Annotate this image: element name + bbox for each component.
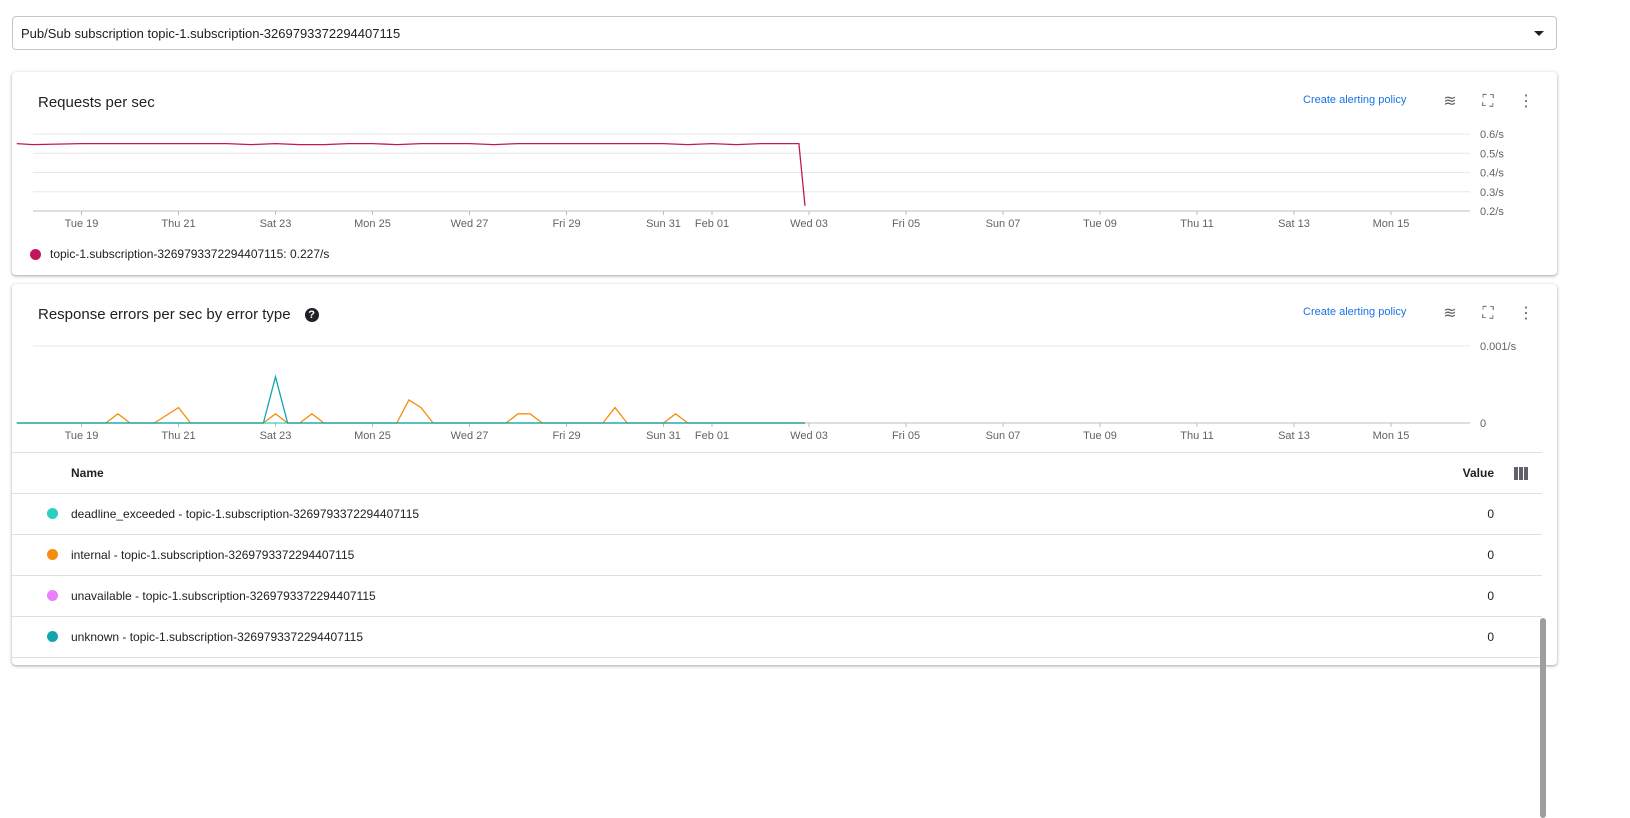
- requests-chart: 0.6/s 0.5/s 0.4/s 0.3/s 0.2/s Tue 19 Thu 21 Sat…: [16, 129, 1504, 230]
- x-tick-label: Wed 27: [451, 430, 489, 442]
- series-table: Name Value deadline_exceeded - topic-1.s…: [12, 452, 1546, 818]
- x-tick-label: Sun 07: [986, 218, 1021, 230]
- series-name: unavailable - topic-1.subscription-32697…: [71, 589, 376, 603]
- x-tick-label: Fri 29: [552, 430, 580, 442]
- legend-series-name: topic-1.subscription-3269793372294407115: [50, 247, 284, 261]
- create-alerting-policy-link[interactable]: Create alerting policy: [1303, 94, 1407, 106]
- x-tick-label: Sun 31: [646, 218, 681, 230]
- x-tick-label: Mon 15: [1373, 430, 1410, 442]
- fullscreen-icon[interactable]: ⛶: [1482, 93, 1494, 110]
- series-name: internal - topic-1.subscription-32697933…: [71, 548, 355, 562]
- table-row[interactable]: unavailable - topic-1.subscription-32697…: [12, 576, 1542, 617]
- chart-title: Response errors per sec by error type?: [38, 306, 319, 323]
- x-tick-label: Sat 13: [1278, 218, 1310, 230]
- x-tick-label: Wed 27: [451, 218, 489, 230]
- create-alerting-policy-link[interactable]: Create alerting policy: [1303, 306, 1407, 318]
- x-tick-label: Feb 01: [695, 218, 729, 230]
- series-color-dot: [47, 590, 58, 601]
- table-row[interactable]: deadline_exceeded - topic-1.subscription…: [12, 494, 1542, 535]
- x-tick-label: Wed 03: [790, 430, 828, 442]
- series-value: 0: [1487, 507, 1494, 521]
- series-color-dot: [47, 508, 58, 519]
- x-tick-label: Sat 23: [260, 218, 292, 230]
- x-tick-label: Tue 19: [65, 218, 99, 230]
- y-tick-label: 0.5/s: [1480, 148, 1504, 160]
- column-name-header[interactable]: Name: [71, 466, 104, 480]
- x-tick-label: Tue 19: [65, 430, 99, 442]
- x-tick-label: Mon 25: [354, 430, 391, 442]
- chart-title-text: Response errors per sec by error type: [38, 306, 291, 323]
- x-tick-label: Mon 25: [354, 218, 391, 230]
- more-options-icon[interactable]: ⋮: [1518, 305, 1534, 322]
- series-value: 0: [1487, 548, 1494, 562]
- x-tick-label: Thu 21: [161, 218, 195, 230]
- y-tick-label: 0: [1480, 418, 1486, 430]
- more-options-icon[interactable]: ⋮: [1518, 93, 1534, 110]
- chart-title: Requests per sec: [38, 94, 155, 111]
- table-header: Name Value: [12, 452, 1542, 494]
- x-tick-label: Thu 11: [1180, 218, 1213, 230]
- series-line-topic-1.subscription-3269793372294407115: [16, 142, 806, 206]
- x-tick-label: Tue 09: [1083, 218, 1117, 230]
- series-color-dot: [47, 549, 58, 560]
- series-color-dot: [30, 248, 41, 260]
- x-tick-label: Sun 31: [646, 430, 681, 442]
- legend-toggle-icon[interactable]: ≋: [1443, 93, 1457, 110]
- x-tick-label: Fri 05: [892, 218, 920, 230]
- resource-selector-value: Pub/Sub subscription topic-1.subscriptio…: [21, 26, 401, 41]
- series-line-internal: [16, 398, 805, 424]
- x-tick-label: Tue 09: [1083, 430, 1117, 442]
- errors-chart-card: Response errors per sec by error type? C…: [12, 284, 1557, 818]
- x-tick-label: Fri 29: [552, 218, 580, 230]
- column-value-header[interactable]: Value: [1462, 466, 1494, 480]
- resource-selector[interactable]: Pub/Sub subscription topic-1.subscriptio…: [12, 16, 1557, 50]
- table-row[interactable]: unknown - topic-1.subscription-326979337…: [12, 617, 1542, 658]
- x-tick-label: Fri 05: [892, 430, 920, 442]
- x-tick-label: Thu 21: [161, 430, 195, 442]
- x-tick-label: Sun 07: [986, 430, 1021, 442]
- dropdown-arrow-icon: [1534, 31, 1544, 36]
- help-icon[interactable]: ?: [304, 308, 319, 322]
- x-tick-label: Mon 15: [1373, 218, 1410, 230]
- y-tick-label: 0.3/s: [1480, 187, 1504, 199]
- y-tick-label: 0.6/s: [1480, 129, 1504, 141]
- series-color-dot: [47, 631, 58, 642]
- y-tick-label: 0.4/s: [1480, 168, 1504, 180]
- series-name: deadline_exceeded - topic-1.subscription…: [71, 507, 420, 521]
- x-tick-label: Thu 11: [1180, 430, 1213, 442]
- legend-series-value: 0.227/s: [289, 247, 330, 261]
- series-value: 0: [1487, 589, 1494, 603]
- series-line-unknown: [16, 374, 805, 424]
- y-tick-label: 0.001/s: [1480, 341, 1517, 353]
- x-tick-label: Sat 13: [1278, 430, 1310, 442]
- x-tick-label: Sat 23: [260, 430, 292, 442]
- x-tick-label: Wed 03: [790, 218, 828, 230]
- column-picker-icon[interactable]: [1514, 467, 1528, 480]
- series-value: 0: [1487, 630, 1494, 644]
- scrollbar[interactable]: [1540, 618, 1546, 818]
- legend-item: topic-1.subscription-3269793372294407115…: [30, 247, 329, 261]
- fullscreen-icon[interactable]: ⛶: [1482, 305, 1494, 322]
- requests-chart-card: Requests per sec Create alerting policy …: [12, 72, 1557, 275]
- series-name: unknown - topic-1.subscription-326979337…: [71, 630, 363, 644]
- x-tick-label: Feb 01: [695, 430, 729, 442]
- table-row[interactable]: internal - topic-1.subscription-32697933…: [12, 535, 1542, 576]
- legend-toggle-icon[interactable]: ≋: [1443, 305, 1457, 322]
- y-tick-label: 0.2/s: [1480, 206, 1504, 218]
- errors-chart: 0.001/s 0 Tue 19 Thu 21 Sat 23 Mon 25 Wed 27 Fr…: [16, 341, 1517, 442]
